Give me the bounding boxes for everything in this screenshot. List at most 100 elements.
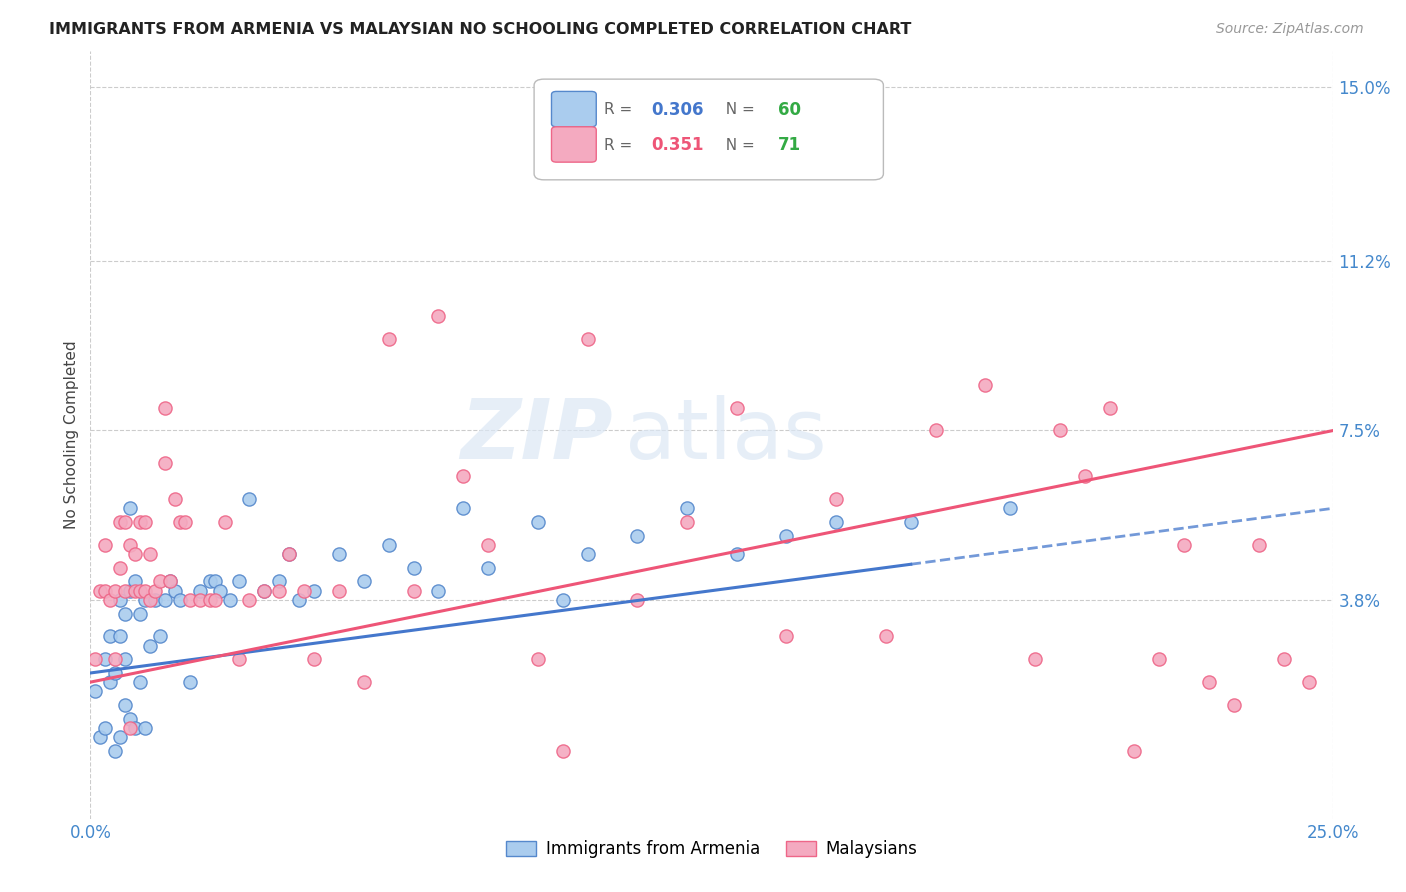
Point	[94, 583, 117, 598]
Point	[173, 515, 195, 529]
Point	[159, 574, 181, 589]
Point	[114, 607, 136, 621]
Text: R =: R =	[603, 103, 637, 118]
Point	[108, 560, 131, 574]
Point	[169, 515, 191, 529]
Point	[1173, 538, 1195, 552]
Point	[114, 698, 136, 712]
Point	[1024, 652, 1046, 666]
Point	[1098, 401, 1121, 415]
Point	[998, 501, 1021, 516]
Point	[84, 652, 107, 666]
Point	[188, 592, 211, 607]
Point	[551, 744, 574, 758]
Point	[527, 515, 550, 529]
Point	[143, 583, 166, 598]
Point	[104, 665, 127, 680]
Point	[1074, 469, 1097, 483]
Point	[134, 583, 156, 598]
Point	[98, 675, 121, 690]
Text: ZIP: ZIP	[460, 394, 613, 475]
Point	[278, 547, 301, 561]
Point	[214, 515, 236, 529]
Point	[238, 492, 260, 507]
Point	[149, 629, 172, 643]
Point	[139, 592, 162, 607]
Point	[124, 574, 146, 589]
Point	[775, 529, 797, 543]
Point	[89, 583, 111, 598]
Point	[149, 574, 172, 589]
Text: 71: 71	[778, 136, 801, 154]
Point	[169, 592, 191, 607]
Point	[134, 592, 156, 607]
Point	[153, 401, 176, 415]
Point	[114, 515, 136, 529]
Point	[377, 332, 399, 346]
Point	[725, 401, 748, 415]
Point	[163, 492, 186, 507]
Point	[94, 652, 117, 666]
Point	[108, 515, 131, 529]
Point	[104, 583, 127, 598]
Point	[328, 583, 350, 598]
Point	[204, 574, 226, 589]
Point	[124, 721, 146, 735]
Point	[120, 538, 142, 552]
Point	[108, 592, 131, 607]
Point	[1049, 424, 1071, 438]
Point	[353, 574, 375, 589]
Point	[129, 675, 152, 690]
Point	[328, 547, 350, 561]
Point	[94, 721, 117, 735]
Text: Source: ZipAtlas.com: Source: ZipAtlas.com	[1216, 22, 1364, 37]
Point	[900, 515, 922, 529]
Point	[427, 583, 450, 598]
Point	[159, 574, 181, 589]
FancyBboxPatch shape	[534, 79, 883, 180]
Point	[302, 652, 325, 666]
Point	[108, 629, 131, 643]
Point	[143, 592, 166, 607]
Point	[120, 712, 142, 726]
Point	[218, 592, 240, 607]
Text: IMMIGRANTS FROM ARMENIA VS MALAYSIAN NO SCHOOLING COMPLETED CORRELATION CHART: IMMIGRANTS FROM ARMENIA VS MALAYSIAN NO …	[49, 22, 911, 37]
Text: R =: R =	[603, 137, 637, 153]
Point	[974, 377, 997, 392]
Point	[134, 515, 156, 529]
Point	[228, 652, 250, 666]
Point	[302, 583, 325, 598]
Point	[725, 547, 748, 561]
Point	[353, 675, 375, 690]
Point	[825, 515, 848, 529]
Point	[626, 592, 648, 607]
Y-axis label: No Schooling Completed: No Schooling Completed	[65, 341, 79, 529]
Point	[84, 684, 107, 698]
Point	[427, 309, 450, 323]
Point	[163, 583, 186, 598]
Point	[775, 629, 797, 643]
Text: atlas: atlas	[624, 394, 827, 475]
Point	[253, 583, 276, 598]
Point	[288, 592, 311, 607]
Text: 60: 60	[778, 101, 801, 119]
Point	[129, 515, 152, 529]
Point	[269, 574, 291, 589]
Point	[551, 592, 574, 607]
Point	[477, 560, 499, 574]
Point	[527, 652, 550, 666]
FancyBboxPatch shape	[551, 91, 596, 127]
Point	[278, 547, 301, 561]
Point	[228, 574, 250, 589]
Point	[1247, 538, 1270, 552]
Point	[292, 583, 315, 598]
Point	[1123, 744, 1146, 758]
Point	[253, 583, 276, 598]
Point	[238, 592, 260, 607]
Point	[120, 583, 142, 598]
Point	[120, 501, 142, 516]
Point	[1223, 698, 1246, 712]
Point	[576, 332, 599, 346]
Point	[153, 592, 176, 607]
Text: N =: N =	[716, 137, 759, 153]
